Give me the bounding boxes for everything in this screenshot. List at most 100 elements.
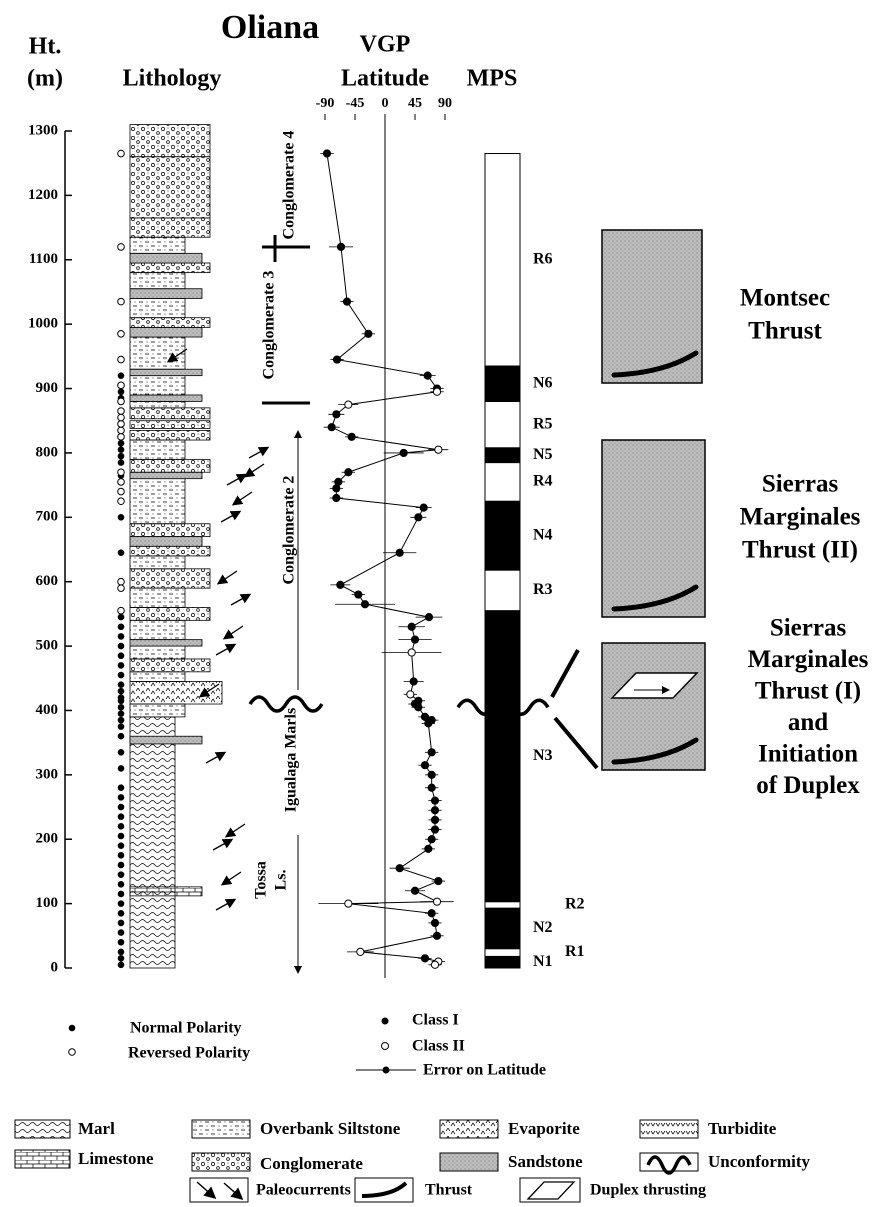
normal-polarity-dot (117, 732, 125, 740)
thrust-label: Marginales (748, 646, 869, 673)
x-tick-label: 45 (408, 96, 422, 111)
vgp-point (430, 806, 440, 815)
thrust-label: and (788, 709, 828, 736)
lithology-layer (129, 272, 186, 290)
mps-zone (484, 948, 521, 957)
y-tick-label: 200 (36, 831, 59, 847)
vgp-point (414, 513, 423, 522)
thrust-label: Thrust (I) (755, 678, 861, 705)
mps-label: R5 (533, 415, 553, 432)
normal-polarity-dot (117, 459, 125, 466)
thrust-box (601, 642, 706, 771)
normal-polarity-dot (117, 372, 125, 379)
reversed-polarity-dot (117, 381, 125, 390)
mps-zone (484, 500, 521, 571)
normal-polarity-dot (117, 961, 125, 969)
y-tick-label: 700 (36, 509, 59, 525)
normal-polarity-dot (117, 919, 125, 927)
label: Marl (78, 1119, 115, 1138)
y-tick-label: 300 (36, 766, 59, 782)
paleocurrent-arrow (226, 473, 248, 486)
legend-swatch (191, 1119, 251, 1139)
lithology-layer (129, 471, 203, 480)
label: (m) (27, 66, 63, 92)
label: Conglomerate 4 (281, 131, 298, 240)
normal-polarity-dot (117, 687, 125, 695)
lithology-layer (129, 336, 186, 370)
normal-polarity-dot (117, 749, 125, 756)
reversed-polarity-dot (117, 413, 125, 422)
x-tick-label: -90 (316, 96, 335, 111)
reversed-polarity-dot (117, 243, 125, 251)
label: Conglomerate (260, 1154, 363, 1173)
mps-label: N6 (533, 374, 553, 391)
lithology-layer (129, 262, 211, 274)
vgp-point (364, 329, 373, 338)
normal-polarity-dot (117, 955, 125, 962)
paleocurrent-arrow (230, 593, 252, 606)
label: Thrust (425, 1182, 473, 1199)
lithology-layer (129, 368, 203, 377)
lithology-layer (129, 671, 186, 682)
mps-zone (484, 447, 521, 464)
paleocurrent-arrow (222, 625, 244, 640)
lithology-layer (129, 607, 211, 621)
vgp-point (409, 677, 418, 686)
legend-swatch (354, 1177, 414, 1203)
reversed-polarity-dot (117, 407, 125, 415)
vgp-point (427, 783, 436, 792)
normal-polarity-dot (117, 842, 125, 849)
duplex-symbol (610, 672, 699, 699)
thrust-symbol (611, 737, 699, 765)
vgp-point (420, 954, 430, 963)
vgp-point (427, 909, 436, 918)
normal-polarity-dot (117, 881, 125, 888)
vgp-point (434, 445, 443, 454)
paleocurrent-arrow (166, 348, 188, 363)
mps-zone (484, 901, 521, 909)
lithology-layer (129, 401, 186, 409)
legend-unconformity (646, 1155, 692, 1175)
reversed-polarity-dot (117, 330, 125, 338)
lithology-layer (129, 297, 186, 319)
lithology-layer (129, 886, 203, 897)
lithology-layer (129, 681, 223, 705)
label: MPS (467, 66, 518, 92)
mps-label: R1 (565, 943, 585, 960)
lithology-layer (129, 703, 186, 718)
legend-swatch (439, 1119, 499, 1139)
paleocurrent-arrow (220, 871, 242, 886)
vgp-point (427, 770, 436, 779)
normal-polarity-dot (117, 852, 125, 859)
mps-zone (484, 610, 521, 903)
vgp-point (430, 825, 440, 834)
vgp-point (430, 796, 440, 805)
reversed-polarity-dot (117, 397, 125, 406)
label: Turbidite (708, 1119, 777, 1138)
normal-polarity-dot (117, 765, 125, 772)
normal-polarity-dot (117, 723, 125, 730)
mps-zone (484, 462, 521, 502)
label: Limestone (78, 1149, 154, 1168)
vgp-point (395, 864, 404, 873)
normal-polarity-dot (117, 803, 125, 811)
normal-polarity-dot (117, 813, 125, 820)
legend-arrow (223, 1182, 244, 1200)
label: Igualaga Marls (283, 708, 300, 812)
connector (553, 716, 599, 770)
reversed-polarity-dot (117, 433, 125, 441)
y-tick-label: 0 (51, 959, 59, 975)
lithology-layer (129, 317, 211, 328)
lithology-layer (129, 217, 211, 238)
lithology-layer (129, 375, 186, 396)
vgp-point (420, 761, 430, 770)
vgp-point (322, 149, 332, 158)
normal-polarity-dot (117, 948, 125, 956)
lithology-layer (129, 619, 186, 641)
legend-dot (68, 1024, 76, 1032)
label: Duplex thrusting (590, 1182, 706, 1199)
vgp-point (427, 748, 436, 757)
x-tick-label: 0 (382, 96, 389, 111)
mps-zone (484, 907, 521, 950)
normal-polarity-dot (117, 681, 125, 689)
